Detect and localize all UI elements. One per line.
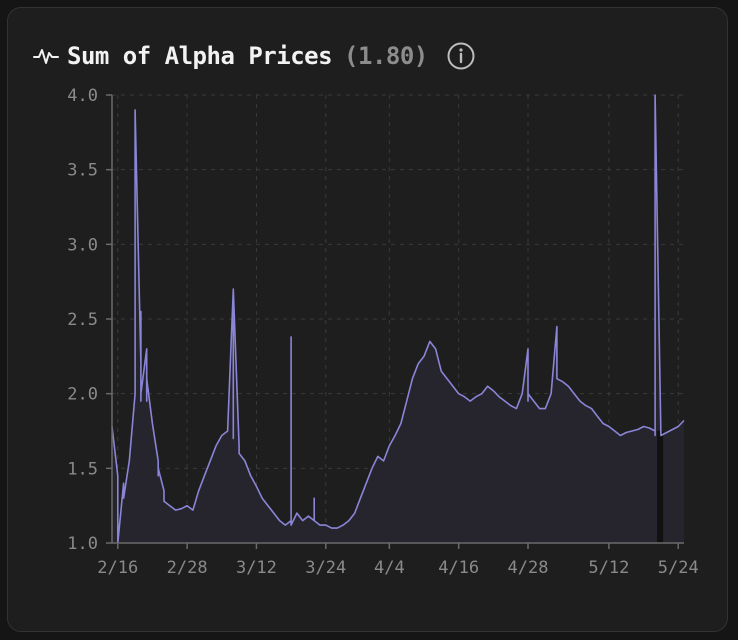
x-tick-label: 5/12 xyxy=(588,558,629,578)
y-tick-label: 3.0 xyxy=(67,235,98,255)
y-tick-label: 2.0 xyxy=(67,385,98,405)
chart-title: Sum of Alpha Prices xyxy=(67,42,333,70)
x-tick-label: 4/4 xyxy=(374,558,405,578)
series-line xyxy=(111,94,685,544)
current-value: (1.80) xyxy=(344,42,428,70)
y-tick-label: 4.0 xyxy=(67,86,98,106)
pulse-icon xyxy=(33,49,59,64)
y-tick-label: 3.5 xyxy=(67,161,98,181)
chart-header: Sum of Alpha Prices (1.80) xyxy=(33,36,476,76)
y-tick-label: 2.5 xyxy=(67,310,98,330)
series-area xyxy=(112,95,684,543)
x-tick-label: 2/16 xyxy=(97,558,138,578)
data-gap xyxy=(657,431,664,543)
x-tick-label: 3/24 xyxy=(305,558,346,578)
info-icon[interactable] xyxy=(446,41,476,71)
y-tick-label: 1.0 xyxy=(67,534,98,554)
x-tick-label: 4/16 xyxy=(438,558,479,578)
x-tick-label: 4/28 xyxy=(508,558,549,578)
y-tick-label: 1.5 xyxy=(67,459,98,479)
x-tick-label: 2/28 xyxy=(167,558,208,578)
x-tick-label: 3/12 xyxy=(236,558,277,578)
x-tick-label: 5/24 xyxy=(658,558,699,578)
